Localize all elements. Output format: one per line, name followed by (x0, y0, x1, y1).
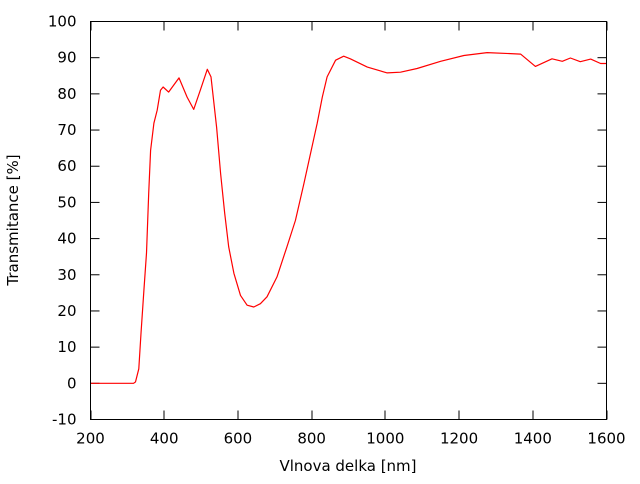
x-tick-label: 1000 (366, 430, 404, 448)
y-tick-label: 0 (67, 374, 77, 392)
x-tick-label: 800 (297, 430, 326, 448)
y-tick-label: 10 (57, 338, 76, 356)
x-tick-label: 600 (224, 430, 253, 448)
x-tick-label: 200 (76, 430, 105, 448)
x-tick-label: 400 (150, 430, 179, 448)
y-tick-label: 30 (57, 266, 76, 284)
plot-frame (90, 21, 607, 420)
y-tick-label: 90 (57, 49, 76, 67)
y-tick-label: 50 (57, 193, 76, 211)
y-tick-label: 40 (57, 230, 76, 248)
x-tick-label: 1400 (514, 430, 552, 448)
y-axis-label: Transmitance [%] (4, 154, 22, 286)
y-tick-label: 60 (57, 157, 76, 175)
x-tick-label: 1600 (587, 430, 625, 448)
y-tick-label: 100 (48, 13, 77, 31)
y-tick-label: 20 (57, 302, 76, 320)
x-axis-label: Vlnova delka [nm] (279, 457, 416, 475)
y-tick-label: 80 (57, 85, 76, 103)
x-tick-label: 1200 (440, 430, 478, 448)
y-tick-label: 70 (57, 121, 76, 139)
y-tick-label: -10 (52, 411, 77, 429)
series-line (90, 52, 607, 384)
